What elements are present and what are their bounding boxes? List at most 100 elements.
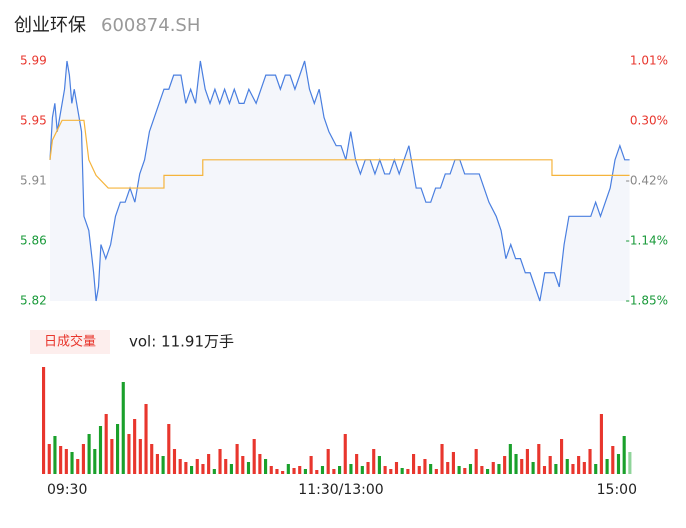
x-tick-label: 11:30/13:00	[298, 482, 383, 498]
volume-bar	[104, 414, 108, 474]
volume-bar	[463, 468, 467, 474]
volume-bar	[42, 367, 46, 474]
volume-bar	[64, 449, 68, 474]
volume-bar	[446, 462, 450, 474]
volume-bar	[599, 414, 603, 474]
volume-bar	[212, 469, 216, 474]
volume-bar	[258, 454, 262, 474]
y-tick-label: 5.91	[20, 174, 47, 188]
volume-bar	[252, 439, 256, 474]
volume-bar	[400, 468, 404, 474]
y2-tick-label: 1.01%	[630, 54, 668, 68]
volume-bar	[127, 434, 131, 474]
y2-tick-label: -1.85%	[626, 294, 668, 308]
volume-bar	[47, 444, 51, 474]
volume-bar	[394, 462, 399, 474]
badge-bg	[30, 330, 110, 354]
volume-bar	[406, 469, 410, 474]
volume-bar	[412, 454, 416, 474]
volume-bar	[383, 466, 387, 474]
y-tick-label: 5.86	[20, 234, 47, 248]
volume-bar	[343, 434, 347, 474]
x-tick-label: 09:30	[47, 482, 87, 498]
y2-tick-label: -1.14%	[626, 234, 668, 248]
volume-bar	[451, 452, 455, 474]
volume-bar	[303, 469, 307, 474]
volume-bar	[372, 449, 376, 474]
volume-bar	[531, 462, 535, 474]
volume-bar	[201, 464, 205, 474]
volume-bar	[554, 464, 558, 474]
volume-bar	[264, 459, 268, 474]
volume-bar	[81, 444, 85, 474]
x-tick-label: 15:00	[597, 482, 637, 498]
volume-bar	[616, 454, 621, 474]
volume-bar	[486, 469, 490, 474]
volume-bar	[542, 466, 547, 474]
volume-bar	[93, 449, 97, 474]
volume-bar	[184, 462, 188, 474]
price-area	[50, 61, 630, 301]
volume-bar	[605, 459, 609, 474]
volume-bar	[172, 449, 177, 474]
volume-bar	[110, 439, 114, 474]
volume-bar	[565, 459, 569, 474]
volume-bar	[275, 469, 279, 474]
volume-bar	[286, 464, 290, 474]
y-tick-label: 5.82	[20, 294, 47, 308]
y-tick-label: 5.99	[20, 54, 47, 68]
volume-bar	[360, 466, 364, 474]
volume-bar	[622, 436, 626, 474]
volume-bar	[269, 466, 273, 474]
volume-bar	[320, 466, 325, 474]
volume-bar	[491, 462, 495, 474]
badge: 日成交量	[44, 334, 96, 350]
volume-bar	[423, 459, 427, 474]
volume-bar	[309, 456, 313, 474]
stock-name: 创业环保	[14, 15, 86, 36]
volume-bar	[628, 452, 632, 474]
volume-bar	[326, 449, 330, 474]
volume-bar	[207, 454, 211, 474]
volume-bar	[520, 459, 524, 474]
volume-bar	[389, 469, 393, 474]
volume-bar	[53, 436, 57, 474]
volume-bar	[366, 462, 370, 474]
y2-tick-label: -0.42%	[626, 174, 668, 188]
volume-bar	[514, 454, 518, 474]
volume-bar	[76, 459, 80, 474]
volume-bar	[161, 456, 165, 474]
volume-bar	[87, 434, 91, 474]
volume-bar	[315, 470, 319, 474]
volume-bar	[178, 459, 182, 474]
volume-bar	[167, 424, 171, 474]
y-tick-label: 5.95	[20, 114, 47, 128]
volume-bar	[235, 444, 239, 474]
volume-bar	[292, 468, 296, 474]
volume-bar	[349, 464, 353, 474]
volume-bar	[377, 456, 381, 474]
volume-bar	[133, 419, 137, 474]
volume-bar	[417, 466, 421, 474]
volume-bar	[548, 456, 552, 474]
volume-bar	[144, 404, 148, 474]
volume-bar	[59, 446, 63, 474]
volume-bar	[537, 444, 541, 474]
volume-bar	[298, 466, 302, 474]
volume-bar	[338, 466, 342, 474]
volume-bar	[434, 469, 438, 474]
volume-bar	[355, 454, 359, 474]
volume-bar	[281, 471, 285, 474]
volume-bar	[508, 444, 512, 474]
volume-bar	[497, 464, 501, 474]
volume-bar	[611, 446, 615, 474]
volume-bar	[560, 439, 564, 474]
volume-bar	[468, 464, 473, 474]
volume-bar	[457, 466, 461, 474]
price-line	[49, 60, 630, 302]
volume-bar	[588, 449, 592, 474]
volume-bar	[480, 466, 484, 474]
volume-bar	[218, 449, 222, 474]
volume-bar	[150, 444, 154, 474]
